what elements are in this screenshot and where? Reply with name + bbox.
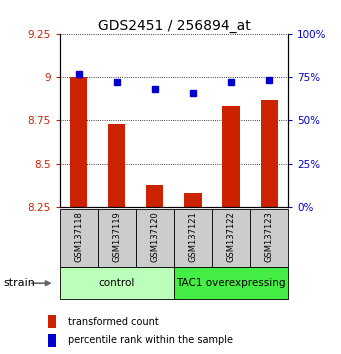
Text: GSM137118: GSM137118 <box>74 211 83 262</box>
Bar <box>48 334 56 347</box>
Bar <box>174 209 212 267</box>
Bar <box>60 209 98 267</box>
Bar <box>136 209 174 267</box>
Bar <box>108 124 125 207</box>
Bar <box>261 99 278 207</box>
Bar <box>70 77 87 207</box>
Bar <box>60 267 174 299</box>
Bar <box>184 193 202 207</box>
Text: GSM137123: GSM137123 <box>265 211 273 262</box>
Text: strain: strain <box>3 278 35 288</box>
Bar <box>250 209 288 267</box>
Bar <box>212 209 250 267</box>
Text: TAC1 overexpressing: TAC1 overexpressing <box>176 278 286 288</box>
Text: control: control <box>99 278 135 288</box>
Bar <box>222 107 240 207</box>
Bar <box>174 267 288 299</box>
Text: GSM137122: GSM137122 <box>226 212 236 262</box>
Text: percentile rank within the sample: percentile rank within the sample <box>68 335 233 346</box>
Bar <box>48 315 56 328</box>
Bar <box>98 209 136 267</box>
Text: transformed count: transformed count <box>68 316 158 327</box>
Text: GSM137120: GSM137120 <box>150 212 159 262</box>
Text: GSM137121: GSM137121 <box>189 212 197 262</box>
Text: GSM137119: GSM137119 <box>112 212 121 262</box>
Title: GDS2451 / 256894_at: GDS2451 / 256894_at <box>98 19 250 33</box>
Bar <box>146 184 163 207</box>
